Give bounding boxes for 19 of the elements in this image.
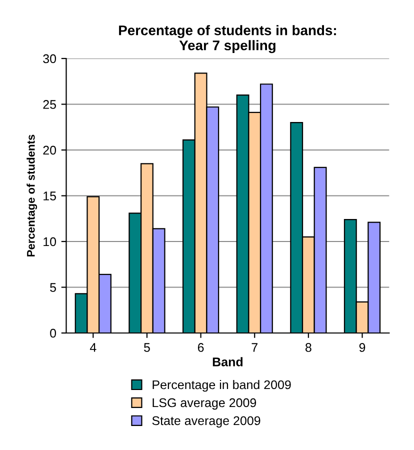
y-tick-label: 15 xyxy=(44,192,56,200)
x-tick-label: 6 xyxy=(198,343,204,352)
y-tick-label: 30 xyxy=(43,54,56,64)
legend-label: Percentage in band 2009 xyxy=(152,380,291,392)
x-tick-label: 7 xyxy=(252,343,258,352)
chart-title: Percentage of students in bands: Year 7 spelling xyxy=(119,25,336,54)
y-tick-label: 25 xyxy=(43,100,56,109)
y-tick-label: 10 xyxy=(44,237,56,246)
x-tick-label: 4 xyxy=(90,343,96,352)
legend-label: LSG average 2009 xyxy=(152,398,256,410)
x-tick-label: 9 xyxy=(359,343,366,352)
legend-label: State average 2009 xyxy=(152,416,260,428)
y-tick-label: 20 xyxy=(43,146,56,155)
x-tick-label: 8 xyxy=(305,343,312,352)
x-axis-title: Band xyxy=(212,357,243,366)
y-tick-label: 5 xyxy=(50,283,56,292)
y-tick-label: 0 xyxy=(50,328,56,338)
x-tick-label: 5 xyxy=(144,343,150,352)
y-axis-title: Percentage of students xyxy=(26,134,38,256)
